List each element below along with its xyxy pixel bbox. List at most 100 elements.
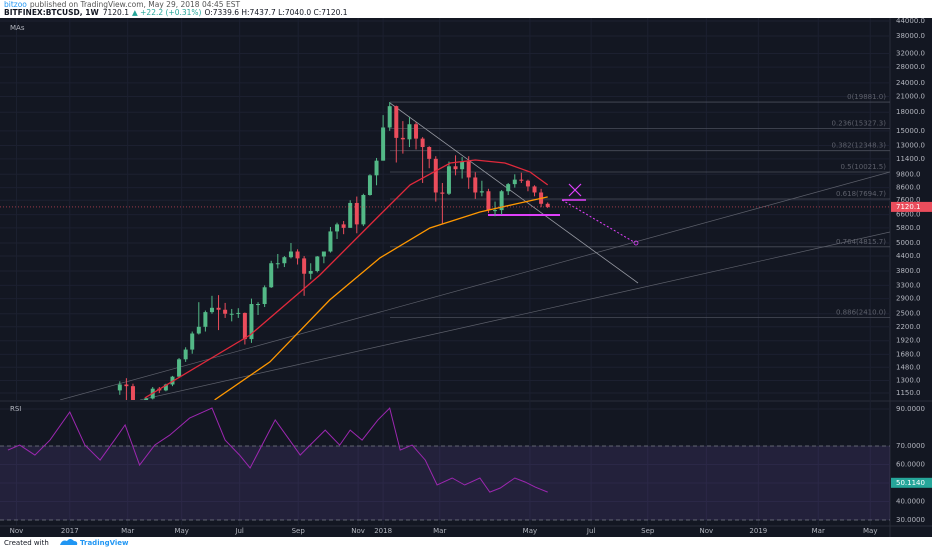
candle-body xyxy=(335,224,340,232)
candle-body xyxy=(420,138,425,148)
candle-body xyxy=(394,106,399,138)
rsi-last-label: 50.1140 xyxy=(896,479,925,487)
candle-body xyxy=(367,175,372,196)
y-tick-label: 2500.0 xyxy=(896,310,921,318)
candle-body xyxy=(381,127,386,161)
y-tick-label: 7600.0 xyxy=(896,196,921,204)
rsi-band xyxy=(0,446,890,521)
x-tick-label: May xyxy=(863,527,877,535)
drawings xyxy=(59,102,890,400)
y-tick-label: 13000.0 xyxy=(896,141,925,149)
candle-body xyxy=(249,304,254,340)
y-tick-label: 3800.0 xyxy=(896,267,921,275)
x-tick-label: May xyxy=(523,527,537,535)
y-tick-label: 38000.0 xyxy=(896,32,925,40)
candle-body xyxy=(525,180,530,187)
x-tick-label: Nov xyxy=(10,527,24,535)
cross-mark xyxy=(568,183,582,197)
candle-body xyxy=(117,384,122,391)
y-tick-label: 11400.0 xyxy=(896,155,925,163)
y-tick-label: 2200.0 xyxy=(896,323,921,331)
last-price-box xyxy=(891,201,932,212)
candle-body xyxy=(223,309,228,314)
candle-body xyxy=(124,384,129,387)
chart-area xyxy=(0,18,932,537)
y-tick-label: 8600.0 xyxy=(896,184,921,192)
symbol-line: BITFINEX:BTCUSD, 1W 7120.1 ▲ +22.2 (+0.31%… xyxy=(4,8,348,17)
y-tick-label: 9800.0 xyxy=(896,170,921,178)
candle-body xyxy=(275,263,280,265)
fib-label: 0.618(7694.7) xyxy=(836,190,886,198)
y-tick-label: 4400.0 xyxy=(896,252,921,260)
candle-body xyxy=(545,203,550,207)
fib-label: 0.382(12348.3) xyxy=(832,142,887,150)
candle-body xyxy=(170,376,175,385)
fib-label: 0.764(4815.7) xyxy=(836,238,886,246)
candle-body xyxy=(460,161,465,170)
candle-body xyxy=(532,186,537,193)
candle-body xyxy=(269,263,274,288)
y-tick-label: 1150.0 xyxy=(896,389,921,397)
last-price-label: 7120.1 xyxy=(896,203,921,211)
candle-body xyxy=(196,326,201,334)
candle-body xyxy=(453,166,458,170)
x-tick-label: Jul xyxy=(586,527,596,535)
candle-body xyxy=(308,271,313,274)
y-tick-label: 32000.0 xyxy=(896,49,925,57)
candle-body xyxy=(414,124,419,139)
rsi-tick-label: 70.0000 xyxy=(896,442,925,450)
candle-body xyxy=(163,384,168,391)
candle-body xyxy=(216,307,221,310)
candle-body xyxy=(328,231,333,252)
candle-body xyxy=(295,251,300,259)
candle-body xyxy=(302,258,307,274)
candle-body xyxy=(282,257,287,264)
candle-body xyxy=(315,256,320,272)
x-tick-label: 2019 xyxy=(749,527,767,535)
x-tick-label: Sep xyxy=(641,527,655,535)
author[interactable]: bitzoo xyxy=(4,0,27,9)
published: published on TradingView.com, May 29, 20… xyxy=(30,0,241,9)
x-tick-label: Nov xyxy=(700,527,714,535)
x-tick-label: Mar xyxy=(433,527,446,535)
x-tick-label: 2018 xyxy=(374,527,392,535)
rsi-label: RSI xyxy=(10,405,21,413)
candle-body xyxy=(354,202,359,225)
y-tick-label: 3300.0 xyxy=(896,281,921,289)
candle-body xyxy=(499,191,504,211)
candle-body xyxy=(486,191,491,211)
price-pane xyxy=(0,101,890,400)
candle-body xyxy=(209,307,214,313)
grid xyxy=(0,18,890,525)
candle-body xyxy=(374,160,379,176)
fib-label: 0.5(10021.5) xyxy=(840,163,886,171)
rsi-last-box xyxy=(891,477,932,488)
candle-body xyxy=(130,386,135,400)
symbol: BITFINEX:BTCUSD, 1W xyxy=(4,8,99,17)
x-tick-label: Jul xyxy=(234,527,244,535)
y-tick-label: 1920.0 xyxy=(896,337,921,345)
candle-body xyxy=(400,137,405,140)
candle-body xyxy=(177,359,182,377)
y-tick-label: 6600.0 xyxy=(896,211,921,219)
x-tick-label: 2017 xyxy=(61,527,79,535)
publish-line: bitzoo published on TradingView.com, May … xyxy=(4,0,240,9)
projection-end xyxy=(633,240,639,246)
footer-brand[interactable]: TradingView xyxy=(80,539,129,547)
x-tick-label: Mar xyxy=(812,527,825,535)
y-tick-label: 5800.0 xyxy=(896,224,921,232)
candle-body xyxy=(242,312,247,340)
axes: Nov 2017 Mar May Jul Sep Nov 2018 Mar May Jul Sep No… xyxy=(10,17,932,535)
candle-body xyxy=(512,179,517,185)
rsi-pane xyxy=(0,407,890,521)
x-tick-label: Nov xyxy=(351,527,365,535)
rsi-tick-label: 30.0000 xyxy=(896,516,925,524)
candle-body xyxy=(473,177,478,193)
y-tick-label: 5000.0 xyxy=(896,239,921,247)
trend-line xyxy=(139,231,890,400)
candle-body xyxy=(506,184,511,192)
fib-label: 0(19881.0) xyxy=(847,93,886,101)
candle-body xyxy=(203,312,208,327)
candle-body xyxy=(466,161,471,178)
